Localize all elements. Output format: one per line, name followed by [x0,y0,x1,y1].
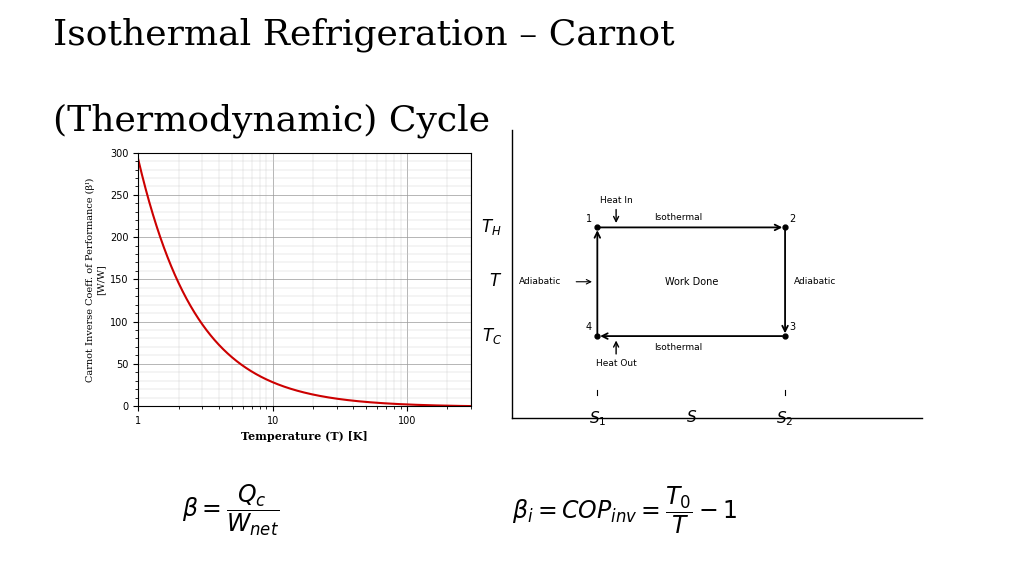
Text: $S_1$: $S_1$ [589,410,606,428]
Text: Isothermal: Isothermal [654,213,702,222]
Text: $T_C$: $T_C$ [481,326,502,346]
Text: $T_H$: $T_H$ [481,217,502,237]
Text: 4: 4 [586,323,592,332]
Text: 1: 1 [586,214,592,223]
Y-axis label: Carnot Inverse Coeff. of Performance (βᴵ)
[W/W]: Carnot Inverse Coeff. of Performance (βᴵ… [86,177,105,381]
Text: Isothermal: Isothermal [654,343,702,351]
Text: Adiabatic: Adiabatic [519,277,561,286]
Text: Adiabatic: Adiabatic [794,277,836,286]
Text: $S$: $S$ [686,410,696,426]
X-axis label: Temperature (T) [K]: Temperature (T) [K] [242,431,368,442]
Text: Work Done: Work Done [665,276,718,287]
Text: Heat In: Heat In [600,196,633,204]
Text: $\beta_i = COP_{inv} = \dfrac{T_0}{T} - 1$: $\beta_i = COP_{inv} = \dfrac{T_0}{T} - … [512,484,737,536]
Text: Isothermal Refrigeration – Carnot: Isothermal Refrigeration – Carnot [53,17,675,52]
Text: PHY 862: Accelerator Systems: PHY 862: Accelerator Systems [988,278,996,414]
Text: $\beta = \dfrac{Q_c}{W_{net}}$: $\beta = \dfrac{Q_c}{W_{net}}$ [182,482,280,537]
Text: Heat Out: Heat Out [596,359,637,368]
Text: (Thermodynamic) Cycle: (Thermodynamic) Cycle [53,104,489,138]
Text: $S_2$: $S_2$ [776,410,794,428]
Text: 3: 3 [790,323,796,332]
Text: 2: 2 [982,529,1002,560]
Text: 2: 2 [790,214,796,223]
Text: $T$: $T$ [488,273,502,290]
